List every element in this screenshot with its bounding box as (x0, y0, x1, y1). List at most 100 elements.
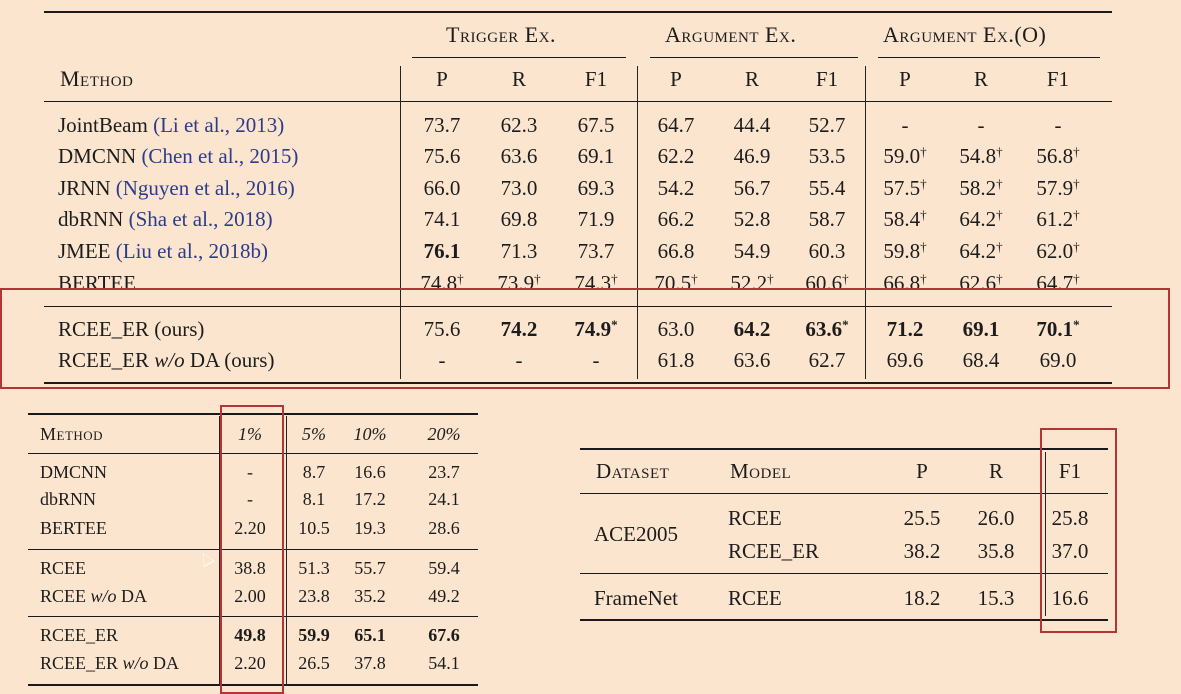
table-cell: 74.2 (500, 317, 538, 341)
column-header: 1% (238, 424, 262, 444)
highlight-box-f1 (1040, 428, 1117, 633)
table-cell: - (1054, 113, 1062, 137)
table-cell: 54.1 (428, 653, 460, 673)
table-cell: 69.8 (500, 207, 538, 231)
table-cell: 16.6 (354, 462, 386, 482)
table-cell: 51.3 (298, 558, 330, 578)
table-cell: 52.7 (808, 113, 846, 137)
section-rule (580, 573, 1108, 574)
method-header: Method (60, 66, 134, 91)
column-header: Model (730, 459, 792, 483)
table-cell: 63.6* (805, 316, 849, 341)
model-name: RCEE (728, 586, 782, 610)
table-cell: 74.1 (423, 207, 461, 231)
table-cell: 28.6 (428, 518, 460, 538)
table-cell: 71.2 (886, 317, 924, 341)
method-name-part: w/o (122, 653, 149, 673)
table-cell: 73.7 (577, 239, 615, 263)
table-cell: - (438, 348, 446, 372)
table-cell: 61.2† (1036, 206, 1080, 231)
table-cell: 74.3† (574, 270, 618, 295)
table-cell: 62.2 (657, 144, 695, 168)
table-cell: 54.2 (657, 176, 695, 200)
table-cell: 52.8 (733, 207, 771, 231)
table-cell: 69.1 (962, 317, 1000, 341)
method-name-part: RCEE_ER (ours) (58, 317, 205, 341)
citation-link: (Sha et al., 2018) (128, 207, 273, 231)
table-cell: 46.9 (733, 144, 771, 168)
column-divider (1045, 452, 1046, 616)
column-divider (219, 416, 220, 684)
method-name: dbRNN (Sha et al., 2018) (58, 207, 273, 232)
method-name-part: JRNN (58, 176, 111, 200)
column-divider (286, 416, 287, 684)
table-cell: 24.1 (428, 489, 460, 509)
group-header-argument-o: Argument Ex.(O) (883, 22, 1047, 47)
table-cell: 63.6 (500, 144, 538, 168)
table-cell: 18.2 (903, 586, 941, 610)
method-name: RCEE w/o DA (40, 586, 147, 607)
table-cell: 66.8† (883, 270, 927, 295)
table-cell: 71.9 (577, 207, 615, 231)
group-header-argument: Argument Ex. (665, 22, 797, 47)
table-cell: 19.3 (354, 518, 386, 538)
column-header: F1 (815, 67, 839, 91)
table-cell: - (592, 348, 600, 372)
header-rule (580, 493, 1108, 494)
table-cell: 75.6 (423, 317, 461, 341)
section-rule (28, 616, 478, 617)
column-divider (400, 66, 401, 379)
citation-link: (Liu et al., 2018b) (115, 239, 268, 263)
table-cell: 44.4 (733, 113, 771, 137)
highlight-box-main (0, 288, 1170, 389)
table-cell: 71.3 (500, 239, 538, 263)
mouse-cursor-icon (197, 549, 215, 568)
table-cell: 53.5 (808, 144, 846, 168)
table-cell: 64.7 (657, 113, 695, 137)
method-name-part: RCEE_ER (40, 625, 119, 645)
table-cell: 25.5 (903, 506, 941, 530)
table-cell: 66.2 (657, 207, 695, 231)
method-name: DMCNN (40, 462, 107, 483)
method-name: RCEE_ER w/o DA (ours) (58, 348, 274, 373)
table-bottom-rule (580, 619, 1108, 621)
table-cell: 38.8 (234, 558, 266, 578)
table-cell: 64.2† (959, 238, 1003, 263)
table-cell: 76.1 (423, 239, 461, 263)
table-cell: 56.7 (733, 176, 771, 200)
table-cell: 23.8 (298, 586, 330, 606)
column-header: F1 (1046, 67, 1070, 91)
method-name-part: DA (ours) (184, 348, 275, 372)
table-cell: 59.4 (428, 558, 460, 578)
column-header: R (744, 67, 759, 91)
table-cell: 67.6 (428, 625, 460, 645)
table-cell: 58.2† (959, 175, 1003, 200)
method-name-part: RCEE (40, 558, 87, 578)
table-cell: 70.5† (654, 270, 698, 295)
dataset-name: FrameNet (594, 586, 678, 610)
column-header: R (988, 459, 1003, 483)
table-cell: 37.0 (1051, 539, 1089, 563)
table-cell: 15.3 (977, 586, 1015, 610)
table-cell: 69.0 (1039, 348, 1077, 372)
method-name-part: DA (148, 653, 180, 673)
table-cell: 55.4 (808, 176, 846, 200)
table-cell: 37.8 (354, 653, 386, 673)
method-name-part: RCEE (40, 586, 91, 606)
method-name: JointBeam (Li et al., 2013) (58, 113, 284, 138)
method-name-part: DA (116, 586, 148, 606)
method-name: RCEE_ER w/o DA (40, 653, 179, 674)
table-cell: 17.2 (354, 489, 386, 509)
citation-link: (Li et al., 2013) (153, 113, 285, 137)
column-header: Dataset (596, 459, 670, 483)
header-rule (28, 453, 478, 454)
table-cell: 2.00 (234, 586, 266, 606)
table-cell: 60.6† (805, 270, 849, 295)
table-cell: 38.2 (903, 539, 941, 563)
method-name-part: dbRNN (40, 489, 97, 509)
table-cell: 26.5 (298, 653, 330, 673)
dataset-name: ACE2005 (594, 522, 678, 546)
column-header: P (899, 67, 911, 91)
column-header: F1 (584, 67, 608, 91)
table-cell: 64.2† (959, 206, 1003, 231)
